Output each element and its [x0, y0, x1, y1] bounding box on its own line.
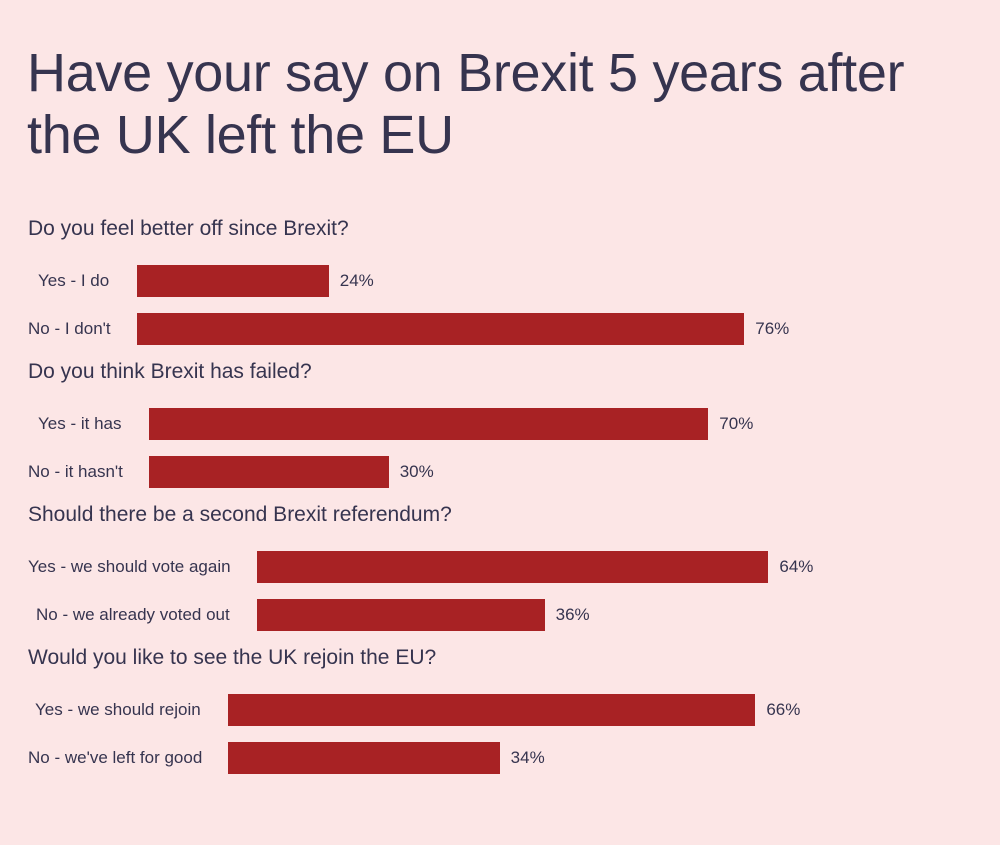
data-label: 24% — [339, 271, 374, 290]
bar — [257, 551, 769, 583]
bar — [149, 408, 709, 440]
chart-title: Have your say on Brexit 5 years after th… — [27, 43, 905, 165]
bar-label: Yes - it has — [38, 414, 122, 433]
bar-label: No - we've left for good — [28, 748, 203, 767]
data-label: 76% — [755, 319, 790, 338]
bar-label: Yes - we should vote again — [28, 557, 231, 576]
bar — [149, 456, 389, 488]
bar-row: Yes - it has 70% — [0, 408, 1000, 440]
bar — [257, 599, 545, 631]
data-label: 34% — [510, 748, 545, 767]
question-heading: Would you like to see the UK rejoin the … — [28, 646, 437, 669]
bar — [137, 265, 329, 297]
bar-label: Yes - we should rejoin — [35, 700, 201, 719]
data-label: 66% — [766, 700, 801, 719]
question-heading: Do you feel better off since Brexit? — [28, 217, 349, 240]
bar-row: No - I don't 76% — [0, 313, 1000, 345]
question-heading: Should there be a second Brexit referend… — [28, 503, 452, 526]
data-label: 30% — [399, 462, 434, 481]
bar-row: Yes - we should vote again 64% — [0, 551, 1000, 583]
bar-label: No - we already voted out — [36, 605, 230, 624]
data-label: 64% — [779, 557, 814, 576]
bar — [228, 742, 500, 774]
bar — [228, 694, 756, 726]
bar-row: No - it hasn't 30% — [0, 456, 1000, 488]
bar-row: No - we've left for good 34% — [0, 742, 1000, 774]
data-label: 36% — [555, 605, 590, 624]
data-label: 70% — [719, 414, 754, 433]
bar-label: No - I don't — [28, 319, 111, 338]
bar — [137, 313, 745, 345]
bar-label: No - it hasn't — [28, 462, 123, 481]
bar-row: Yes - I do 24% — [0, 265, 1000, 297]
bar-label: Yes - I do — [38, 271, 110, 290]
question-heading: Do you think Brexit has failed? — [28, 360, 312, 383]
bar-row: Yes - we should rejoin 66% — [0, 694, 1000, 726]
bar-row: No - we already voted out 36% — [0, 599, 1000, 631]
